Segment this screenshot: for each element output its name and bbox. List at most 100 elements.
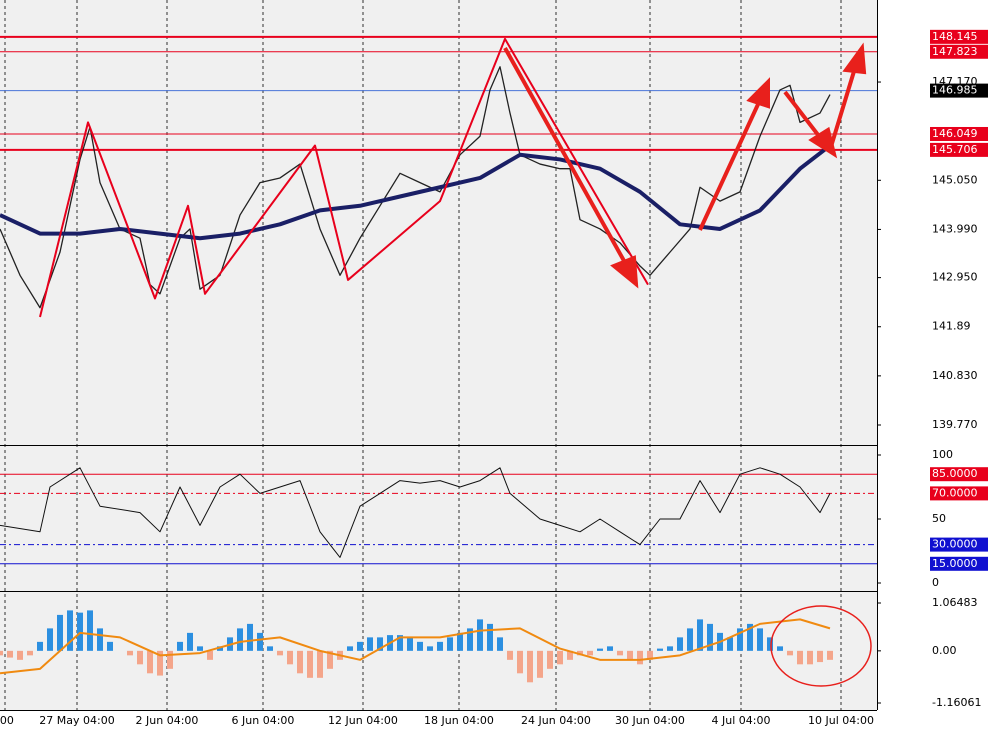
histogram-bar — [707, 623, 713, 651]
x-tick-label: :00 — [0, 714, 14, 727]
histogram-bar — [147, 650, 153, 674]
histogram-bar — [757, 628, 763, 651]
histogram-bar — [187, 632, 193, 651]
highlight-circle — [770, 605, 872, 687]
y-tick-label: 50 — [932, 512, 946, 525]
arrow-head — [746, 77, 770, 109]
histogram-bar — [727, 637, 733, 651]
histogram-bar — [687, 628, 693, 651]
histogram-bar — [507, 650, 513, 660]
y-tick-label: 0 — [932, 576, 939, 589]
histogram-bar — [177, 641, 183, 651]
histogram-bar — [527, 650, 533, 683]
histogram-bar — [347, 646, 353, 651]
histogram-bar — [587, 650, 593, 656]
x-tick-label: 2 Jun 04:00 — [136, 714, 199, 727]
x-tick-label: 10 Jul 04:00 — [808, 714, 874, 727]
y-tick-label: 140.830 — [932, 369, 978, 382]
arrow-head — [842, 42, 867, 75]
y-tick-label: 1.06483 — [932, 596, 978, 609]
y-tick-label: 142.950 — [932, 271, 978, 284]
level-label-box — [930, 142, 988, 157]
histogram-bar — [377, 637, 383, 651]
histogram-bar — [437, 641, 443, 651]
level-label: 15.0000 — [932, 557, 978, 570]
histogram-bar — [167, 650, 173, 669]
histogram-bar — [277, 650, 283, 656]
histogram-bar — [667, 646, 673, 651]
histogram-bar — [107, 641, 113, 651]
arrow — [503, 47, 630, 269]
histogram-bar — [427, 646, 433, 651]
histogram-bar — [27, 650, 33, 656]
histogram-bar — [77, 612, 83, 651]
x-tick-label: 12 Jun 04:00 — [328, 714, 398, 727]
annotations — [503, 42, 872, 687]
series-line — [39, 37, 649, 318]
level-label: 145.706 — [932, 143, 978, 156]
histogram-bar — [497, 637, 503, 651]
level-label: 147.823 — [932, 45, 978, 58]
arrow — [783, 90, 824, 142]
histogram-bar — [417, 641, 423, 651]
histogram-bar — [457, 632, 463, 651]
histogram-bar — [217, 646, 223, 651]
y-tick-label: 0.00 — [932, 644, 957, 657]
histogram-bar — [137, 650, 143, 665]
histogram-bar — [487, 623, 493, 651]
histogram-bar — [287, 650, 293, 665]
histogram-bar — [697, 619, 703, 651]
histogram-bar — [597, 648, 603, 651]
histogram-bar — [207, 650, 213, 660]
histogram-bar — [87, 610, 93, 651]
y-tick-label: 141.89 — [932, 320, 971, 333]
level-label-box — [930, 126, 988, 141]
histogram-bar — [197, 646, 203, 651]
series-line — [0, 618, 831, 675]
histogram-bar — [307, 650, 313, 678]
labels: :00 27 May 04:00 2 Jun 04:00 6 Jun 04:00 12 … — [0, 29, 988, 727]
histogram-bar — [17, 650, 23, 660]
histogram-bar — [447, 637, 453, 651]
histogram-bar — [67, 610, 73, 651]
series-line — [0, 467, 831, 558]
histogram-bar — [657, 648, 663, 651]
histogram-bar — [767, 637, 773, 651]
histogram-bar — [47, 628, 53, 651]
level-label-box — [930, 537, 988, 552]
histogram-bar — [127, 650, 133, 656]
x-tick-label: 18 Jun 04:00 — [424, 714, 494, 727]
histogram-bar — [617, 650, 623, 656]
histogram-bar — [577, 650, 583, 656]
histogram-bar — [677, 637, 683, 651]
histogram-bar — [567, 650, 573, 660]
histogram-bar — [297, 650, 303, 674]
y-tick-label: 145.050 — [932, 173, 978, 186]
histogram-bar — [247, 623, 253, 651]
histogram-bar — [477, 619, 483, 651]
histogram-bar — [637, 650, 643, 665]
x-tick-label: 24 Jun 04:00 — [521, 714, 591, 727]
histogram-bar — [327, 650, 333, 669]
level-label-box — [930, 83, 988, 98]
histogram-bar — [817, 650, 823, 663]
histogram-bar — [237, 628, 243, 651]
histogram-bar — [7, 650, 13, 658]
histogram-bar — [267, 646, 273, 651]
histogram-bar — [517, 650, 523, 674]
level-label-box — [930, 467, 988, 482]
histogram-bar — [317, 650, 323, 678]
histogram-bar — [257, 632, 263, 651]
level-label: 85.0000 — [932, 467, 978, 480]
histogram-bar — [807, 650, 813, 665]
histogram-bar — [367, 637, 373, 651]
histogram-bar — [0, 650, 3, 656]
x-tick-label: 30 Jun 04:00 — [615, 714, 685, 727]
level-label: 70.0000 — [932, 486, 978, 499]
histogram-bar — [407, 637, 413, 651]
level-label-box — [930, 486, 988, 501]
histogram-bar — [37, 641, 43, 651]
histogram-bar — [97, 628, 103, 651]
plot-background — [0, 0, 877, 710]
